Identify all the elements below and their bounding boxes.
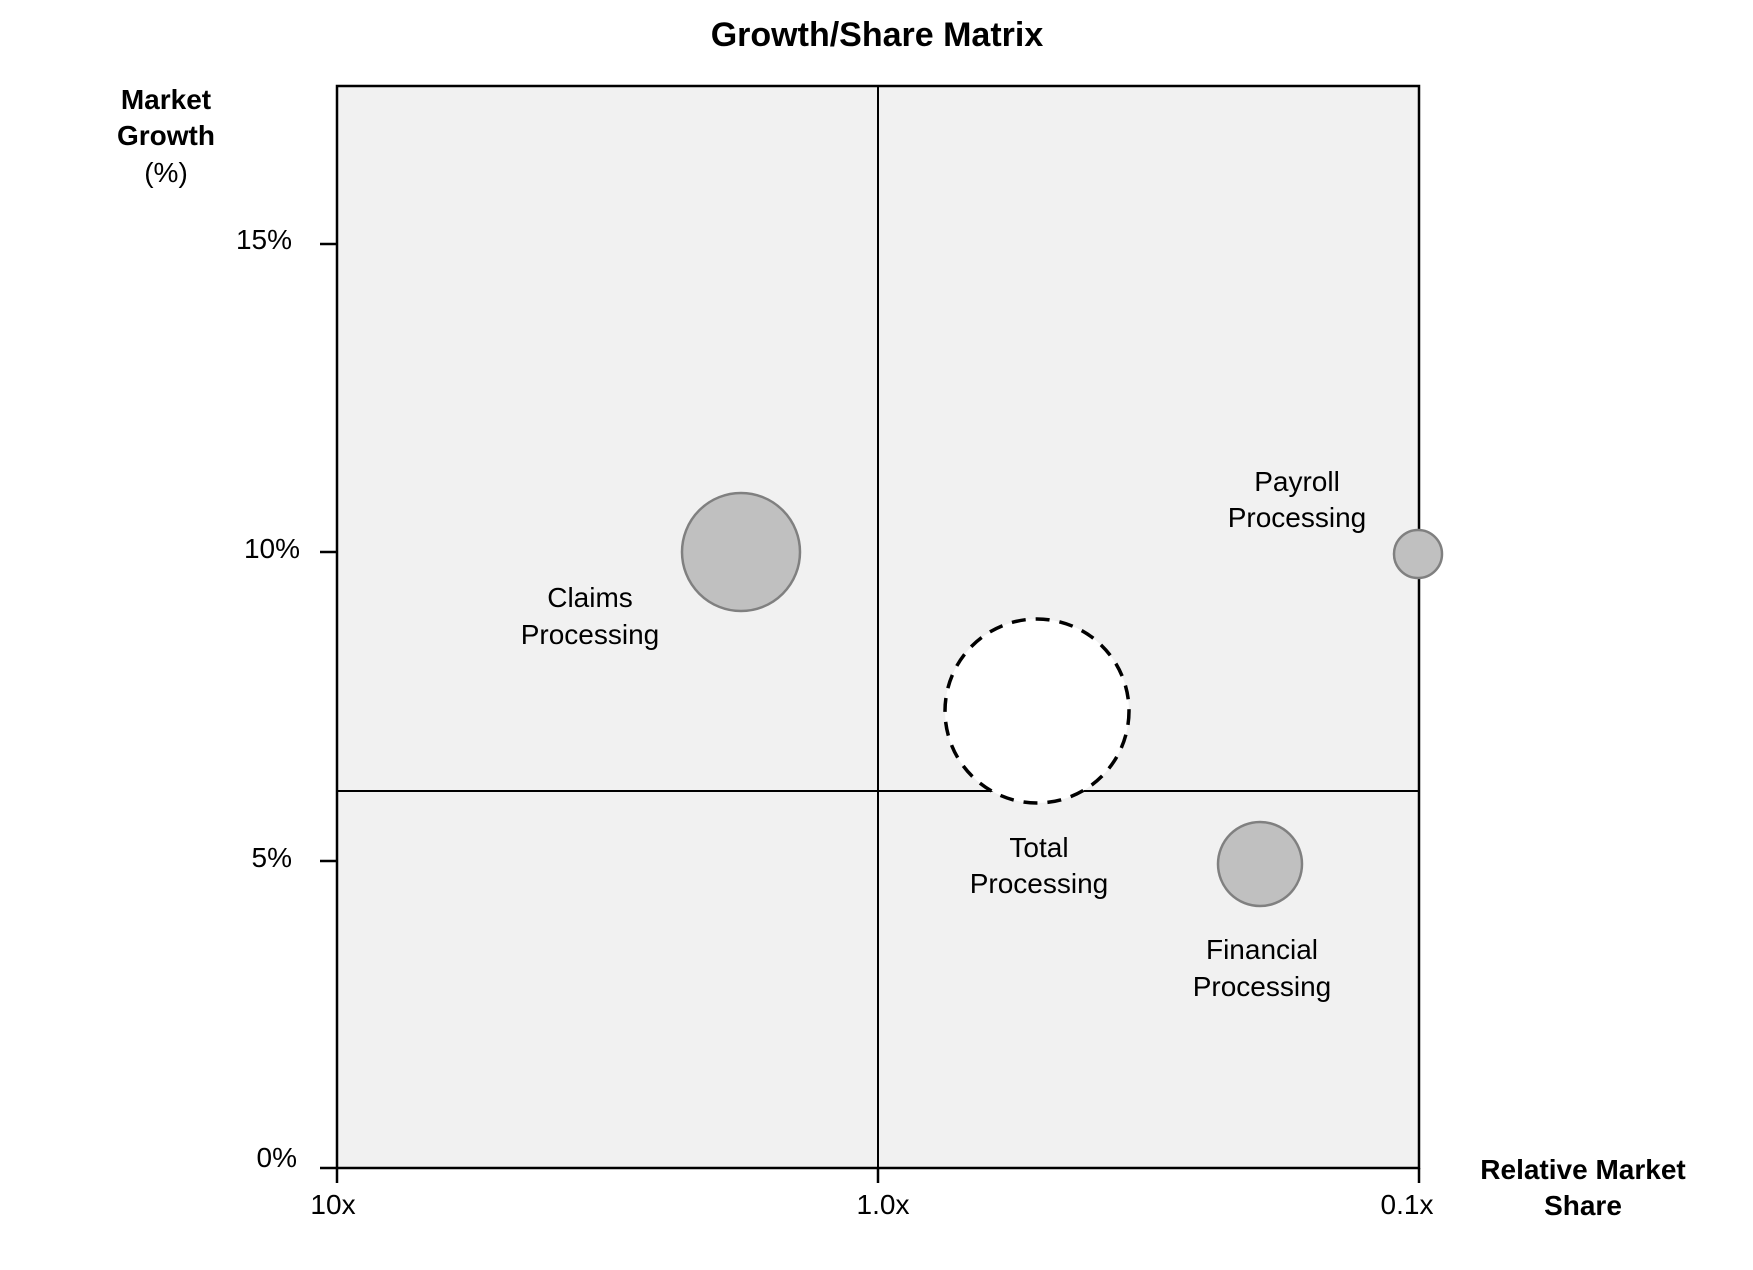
bubble-financial-processing	[1216, 820, 1304, 908]
x-axis-title-line-1: Relative Market	[1480, 1154, 1685, 1185]
y-tick-label-10: 10%	[244, 533, 300, 564]
label-payroll-line-1: Payroll	[1254, 466, 1340, 497]
label-financial-line-2: Processing	[1193, 971, 1332, 1002]
label-total-line-1: Total	[1009, 832, 1068, 863]
x-tick-label-10x: 10x	[310, 1189, 355, 1220]
y-axis-ticks	[320, 242, 337, 1170]
label-payroll-line-2: Processing	[1228, 502, 1367, 533]
x-tick-label-0-1x: 0.1x	[1381, 1189, 1434, 1220]
label-claims-line-1: Claims	[547, 582, 633, 613]
y-tick-label-5: 5%	[252, 842, 292, 873]
y-axis-title-unit: (%)	[144, 157, 188, 188]
y-axis-title-line-1: Market	[121, 84, 211, 115]
y-axis-title-line-2: Growth	[117, 120, 215, 151]
bubble-claims-processing	[680, 491, 802, 613]
x-axis-title-line-2: Share	[1544, 1190, 1622, 1221]
x-tick-label-1x: 1.0x	[857, 1189, 910, 1220]
bubble-payroll-processing	[1392, 528, 1444, 580]
y-tick-label-0: 0%	[257, 1142, 297, 1173]
y-tick-label-15: 15%	[236, 224, 292, 255]
x-axis-ticks	[335, 1168, 1421, 1183]
chart-title: Growth/Share Matrix	[711, 16, 1044, 54]
bubble-total-processing	[943, 617, 1131, 805]
label-total-line-2: Processing	[970, 868, 1109, 899]
label-financial-line-1: Financial	[1206, 934, 1318, 965]
label-claims-line-2: Processing	[521, 619, 660, 650]
